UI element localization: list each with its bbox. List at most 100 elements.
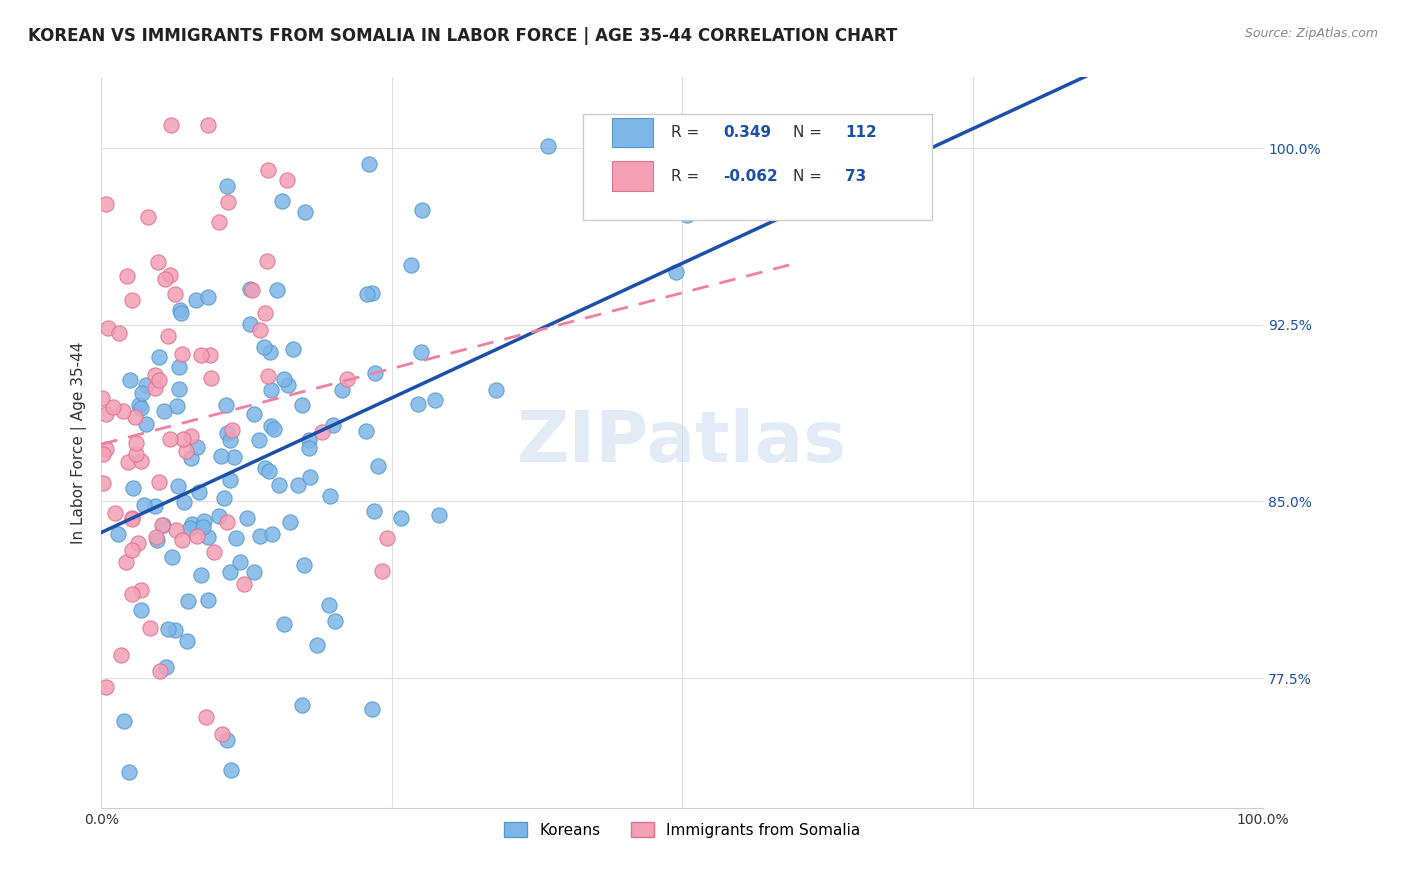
Immigrants from Somalia <box>157 329 180 343</box>
Koreans <box>292 558 315 572</box>
Immigrants from Somalia <box>153 272 176 286</box>
Koreans <box>167 360 190 375</box>
Text: ZIPatlas: ZIPatlas <box>517 409 848 477</box>
Immigrants from Somalia <box>257 163 280 178</box>
Immigrants from Somalia <box>121 511 143 525</box>
Koreans <box>186 293 208 308</box>
Koreans <box>219 763 242 777</box>
Immigrants from Somalia <box>115 555 138 569</box>
Koreans <box>197 290 219 304</box>
Immigrants from Somalia <box>172 432 194 446</box>
Koreans <box>167 478 190 492</box>
Koreans <box>273 616 295 631</box>
Koreans <box>318 598 340 612</box>
Koreans <box>298 441 321 455</box>
Text: N =: N = <box>793 169 827 184</box>
Immigrants from Somalia <box>91 447 114 461</box>
Koreans <box>409 345 432 359</box>
Koreans <box>212 491 235 505</box>
Koreans <box>155 660 177 674</box>
Koreans <box>676 208 699 222</box>
Immigrants from Somalia <box>115 269 138 284</box>
Immigrants from Somalia <box>208 215 231 229</box>
Koreans <box>281 342 304 356</box>
Koreans <box>291 399 314 413</box>
Koreans <box>135 417 157 432</box>
Koreans <box>143 499 166 513</box>
Koreans <box>260 383 283 397</box>
Koreans <box>191 520 214 534</box>
Koreans <box>217 733 239 747</box>
Koreans <box>356 287 378 301</box>
Immigrants from Somalia <box>195 710 218 724</box>
Text: -0.062: -0.062 <box>723 169 778 184</box>
Koreans <box>260 418 283 433</box>
Koreans <box>107 527 129 541</box>
Koreans <box>278 515 301 529</box>
Koreans <box>360 286 382 301</box>
Koreans <box>190 567 212 582</box>
Immigrants from Somalia <box>371 564 394 578</box>
Koreans <box>146 533 169 547</box>
Immigrants from Somalia <box>159 433 181 447</box>
Immigrants from Somalia <box>148 475 170 489</box>
Immigrants from Somalia <box>159 268 181 282</box>
Immigrants from Somalia <box>121 512 143 526</box>
Koreans <box>122 482 145 496</box>
Koreans <box>208 508 231 523</box>
Koreans <box>263 422 285 436</box>
Koreans <box>209 450 232 464</box>
Immigrants from Somalia <box>233 577 256 591</box>
Koreans <box>298 434 321 448</box>
FancyBboxPatch shape <box>613 161 654 191</box>
Koreans <box>179 521 201 535</box>
Koreans <box>215 425 238 440</box>
Immigrants from Somalia <box>217 515 239 529</box>
Immigrants from Somalia <box>149 664 172 678</box>
Immigrants from Somalia <box>240 284 263 298</box>
Koreans <box>247 433 270 447</box>
Koreans <box>225 531 247 545</box>
Koreans <box>363 504 385 518</box>
Immigrants from Somalia <box>90 391 112 405</box>
Koreans <box>319 489 342 503</box>
Koreans <box>367 459 389 474</box>
Immigrants from Somalia <box>91 476 114 491</box>
Immigrants from Somalia <box>124 409 146 424</box>
Immigrants from Somalia <box>172 347 194 361</box>
Koreans <box>242 565 264 579</box>
Koreans <box>271 194 294 208</box>
Immigrants from Somalia <box>97 321 120 335</box>
Text: Source: ZipAtlas.com: Source: ZipAtlas.com <box>1244 27 1378 40</box>
Koreans <box>131 386 153 401</box>
Immigrants from Somalia <box>200 371 222 385</box>
Immigrants from Somalia <box>200 348 222 362</box>
Koreans <box>239 282 262 296</box>
Koreans <box>148 351 170 365</box>
Koreans <box>277 378 299 392</box>
Immigrants from Somalia <box>110 648 132 663</box>
Koreans <box>537 139 560 153</box>
Koreans <box>357 157 380 171</box>
Koreans <box>156 622 179 636</box>
Immigrants from Somalia <box>165 286 187 301</box>
Immigrants from Somalia <box>190 348 212 362</box>
Immigrants from Somalia <box>174 443 197 458</box>
Immigrants from Somalia <box>94 196 117 211</box>
Text: N =: N = <box>793 125 827 140</box>
Koreans <box>485 383 508 397</box>
Immigrants from Somalia <box>211 727 233 741</box>
Immigrants from Somalia <box>143 381 166 395</box>
Immigrants from Somalia <box>148 373 170 387</box>
Immigrants from Somalia <box>311 425 333 440</box>
Koreans <box>307 638 329 652</box>
Koreans <box>299 469 322 483</box>
Immigrants from Somalia <box>96 442 118 456</box>
Koreans <box>262 527 284 541</box>
Koreans <box>266 283 288 297</box>
Koreans <box>239 317 262 331</box>
Koreans <box>229 555 252 569</box>
Koreans <box>323 614 346 628</box>
Koreans <box>273 372 295 386</box>
Immigrants from Somalia <box>124 447 146 461</box>
